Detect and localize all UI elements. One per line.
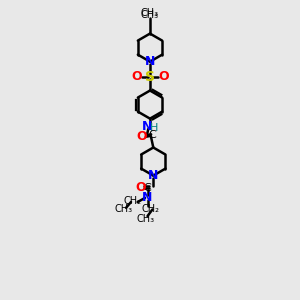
Text: CH₃: CH₃ [115, 204, 133, 214]
Text: H: H [149, 123, 158, 133]
Text: N: N [142, 120, 153, 134]
Text: O: O [136, 130, 147, 143]
Text: CH₂: CH₂ [124, 196, 142, 206]
Text: O: O [131, 70, 142, 83]
Text: CH₃: CH₃ [141, 10, 159, 20]
Text: C: C [148, 130, 156, 140]
Text: N: N [145, 55, 155, 68]
Text: O: O [158, 70, 169, 83]
Text: N: N [148, 169, 158, 182]
Text: CH₂: CH₂ [142, 204, 160, 214]
Text: C: C [144, 183, 152, 193]
Text: O: O [136, 181, 146, 194]
Text: N: N [142, 190, 153, 204]
Text: S: S [145, 70, 155, 83]
Text: CH₃: CH₃ [141, 8, 159, 18]
Text: CH₃: CH₃ [137, 214, 155, 224]
